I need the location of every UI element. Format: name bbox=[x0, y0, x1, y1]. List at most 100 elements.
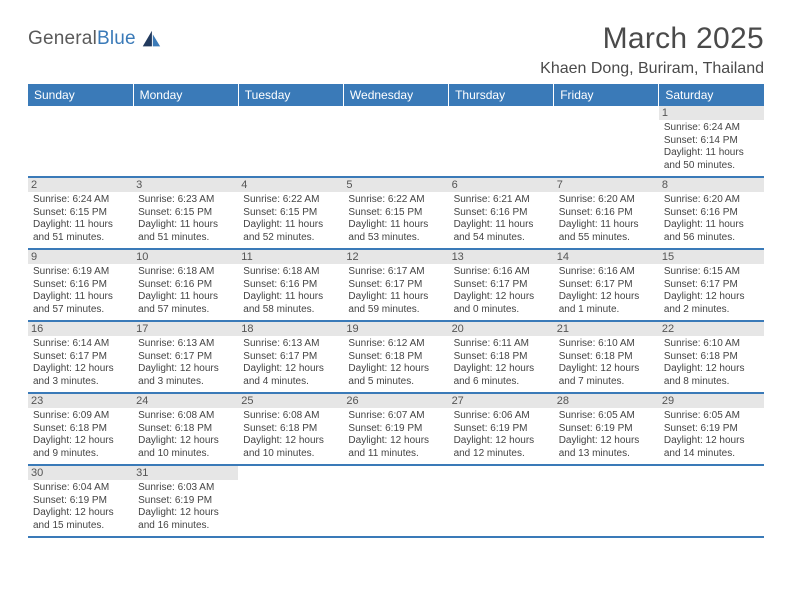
day-info-line: Daylight: 12 hours and 12 minutes. bbox=[454, 435, 549, 460]
day-cell: 13Sunrise: 6:16 AMSunset: 6:17 PMDayligh… bbox=[449, 249, 554, 321]
day-info-line: Sunrise: 6:14 AM bbox=[33, 338, 128, 351]
day-info-line: Daylight: 12 hours and 3 minutes. bbox=[138, 363, 233, 388]
day-info: Sunrise: 6:16 AMSunset: 6:17 PMDaylight:… bbox=[454, 266, 549, 316]
day-number: 17 bbox=[133, 322, 238, 336]
header: GeneralBlue March 2025 Khaen Dong, Burir… bbox=[28, 22, 764, 78]
day-number: 31 bbox=[133, 466, 238, 480]
logo-text: GeneralBlue bbox=[28, 28, 136, 50]
day-info-line: Sunrise: 6:22 AM bbox=[348, 194, 443, 207]
day-cell: 22 Sunrise: 6:10 AMSunset: 6:18 PMDayligh… bbox=[659, 321, 764, 393]
day-info-line: Daylight: 11 hours and 52 minutes. bbox=[243, 219, 338, 244]
day-number: 16 bbox=[28, 322, 133, 336]
week-row: 30 Sunrise: 6:04 AMSunset: 6:19 PMDayligh… bbox=[28, 465, 764, 537]
day-info-line: Sunset: 6:16 PM bbox=[664, 207, 759, 220]
day-number: 11 bbox=[238, 250, 343, 264]
day-number: 29 bbox=[659, 394, 764, 408]
day-cell: 10Sunrise: 6:18 AMSunset: 6:16 PMDayligh… bbox=[133, 249, 238, 321]
day-info: Sunrise: 6:22 AMSunset: 6:15 PMDaylight:… bbox=[348, 194, 443, 244]
day-info: Sunrise: 6:24 AMSunset: 6:15 PMDaylight:… bbox=[33, 194, 128, 244]
day-cell bbox=[343, 465, 448, 537]
day-info-line: Sunset: 6:17 PM bbox=[243, 351, 338, 364]
day-info-line: Daylight: 11 hours and 50 minutes. bbox=[664, 147, 759, 172]
day-number: 23 bbox=[28, 394, 133, 408]
day-number: 12 bbox=[343, 250, 448, 264]
day-cell: 20Sunrise: 6:11 AMSunset: 6:18 PMDayligh… bbox=[449, 321, 554, 393]
day-number: 4 bbox=[238, 178, 343, 192]
day-info: Sunrise: 6:05 AMSunset: 6:19 PMDaylight:… bbox=[664, 410, 759, 460]
day-info-line: Sunrise: 6:13 AM bbox=[138, 338, 233, 351]
weekday-header: Monday bbox=[133, 84, 238, 106]
day-info-line: Sunrise: 6:10 AM bbox=[664, 338, 759, 351]
day-info: Sunrise: 6:06 AMSunset: 6:19 PMDaylight:… bbox=[454, 410, 549, 460]
day-info-line: Sunrise: 6:12 AM bbox=[348, 338, 443, 351]
week-row: 16Sunrise: 6:14 AMSunset: 6:17 PMDayligh… bbox=[28, 321, 764, 393]
day-number: 24 bbox=[133, 394, 238, 408]
day-info: Sunrise: 6:18 AMSunset: 6:16 PMDaylight:… bbox=[243, 266, 338, 316]
day-cell: 21Sunrise: 6:10 AMSunset: 6:18 PMDayligh… bbox=[554, 321, 659, 393]
day-cell: 1 Sunrise: 6:24 AMSunset: 6:14 PMDaylight… bbox=[659, 106, 764, 177]
day-info: Sunrise: 6:23 AMSunset: 6:15 PMDaylight:… bbox=[138, 194, 233, 244]
day-cell: 7Sunrise: 6:20 AMSunset: 6:16 PMDaylight… bbox=[554, 177, 659, 249]
day-info-line: Sunrise: 6:20 AM bbox=[664, 194, 759, 207]
day-info-line: Sunset: 6:19 PM bbox=[454, 423, 549, 436]
day-info-line: Sunrise: 6:11 AM bbox=[454, 338, 549, 351]
day-info: Sunrise: 6:18 AMSunset: 6:16 PMDaylight:… bbox=[138, 266, 233, 316]
day-info: Sunrise: 6:24 AMSunset: 6:14 PMDaylight:… bbox=[664, 122, 759, 172]
day-info-line: Sunrise: 6:22 AM bbox=[243, 194, 338, 207]
day-cell: 8Sunrise: 6:20 AMSunset: 6:16 PMDaylight… bbox=[659, 177, 764, 249]
day-info-line: Sunrise: 6:15 AM bbox=[664, 266, 759, 279]
day-info-line: Sunset: 6:17 PM bbox=[454, 279, 549, 292]
day-info-line: Daylight: 11 hours and 59 minutes. bbox=[348, 291, 443, 316]
day-number: 5 bbox=[343, 178, 448, 192]
day-cell: 2Sunrise: 6:24 AMSunset: 6:15 PMDaylight… bbox=[28, 177, 133, 249]
day-info-line: Daylight: 12 hours and 2 minutes. bbox=[664, 291, 759, 316]
day-info-line: Sunset: 6:15 PM bbox=[243, 207, 338, 220]
weekday-header-row: Sunday Monday Tuesday Wednesday Thursday… bbox=[28, 84, 764, 106]
day-info: Sunrise: 6:10 AMSunset: 6:18 PMDaylight:… bbox=[664, 338, 759, 388]
day-info-line: Sunrise: 6:16 AM bbox=[454, 266, 549, 279]
day-info-line: Daylight: 12 hours and 0 minutes. bbox=[454, 291, 549, 316]
day-number: 1 bbox=[659, 106, 764, 120]
day-cell: 6Sunrise: 6:21 AMSunset: 6:16 PMDaylight… bbox=[449, 177, 554, 249]
day-info: Sunrise: 6:09 AMSunset: 6:18 PMDaylight:… bbox=[33, 410, 128, 460]
day-info-line: Sunset: 6:19 PM bbox=[138, 495, 233, 508]
day-cell: 30 Sunrise: 6:04 AMSunset: 6:19 PMDayligh… bbox=[28, 465, 133, 537]
day-cell: 26Sunrise: 6:07 AMSunset: 6:19 PMDayligh… bbox=[343, 393, 448, 465]
week-row: 9Sunrise: 6:19 AMSunset: 6:16 PMDaylight… bbox=[28, 249, 764, 321]
day-info: Sunrise: 6:15 AMSunset: 6:17 PMDaylight:… bbox=[664, 266, 759, 316]
weekday-header: Wednesday bbox=[343, 84, 448, 106]
day-cell bbox=[28, 106, 133, 177]
day-info-line: Daylight: 12 hours and 14 minutes. bbox=[664, 435, 759, 460]
day-info-line: Daylight: 12 hours and 7 minutes. bbox=[559, 363, 654, 388]
day-info-line: Sunrise: 6:18 AM bbox=[138, 266, 233, 279]
day-info-line: Sunrise: 6:08 AM bbox=[138, 410, 233, 423]
day-info: Sunrise: 6:14 AMSunset: 6:17 PMDaylight:… bbox=[33, 338, 128, 388]
day-info-line: Daylight: 11 hours and 58 minutes. bbox=[243, 291, 338, 316]
day-info-line: Sunrise: 6:13 AM bbox=[243, 338, 338, 351]
day-info-line: Sunset: 6:16 PM bbox=[138, 279, 233, 292]
day-info-line: Sunrise: 6:24 AM bbox=[33, 194, 128, 207]
day-info-line: Sunset: 6:18 PM bbox=[348, 351, 443, 364]
day-info-line: Sunset: 6:17 PM bbox=[348, 279, 443, 292]
day-info-line: Sunrise: 6:06 AM bbox=[454, 410, 549, 423]
day-info-line: Sunset: 6:18 PM bbox=[138, 423, 233, 436]
day-number: 25 bbox=[238, 394, 343, 408]
day-cell: 27Sunrise: 6:06 AMSunset: 6:19 PMDayligh… bbox=[449, 393, 554, 465]
day-info-line: Daylight: 12 hours and 10 minutes. bbox=[243, 435, 338, 460]
day-cell: 31Sunrise: 6:03 AMSunset: 6:19 PMDayligh… bbox=[133, 465, 238, 537]
day-cell: 18Sunrise: 6:13 AMSunset: 6:17 PMDayligh… bbox=[238, 321, 343, 393]
day-info-line: Daylight: 12 hours and 3 minutes. bbox=[33, 363, 128, 388]
day-info-line: Sunset: 6:18 PM bbox=[243, 423, 338, 436]
weekday-header: Thursday bbox=[449, 84, 554, 106]
day-cell: 14Sunrise: 6:16 AMSunset: 6:17 PMDayligh… bbox=[554, 249, 659, 321]
day-info: Sunrise: 6:17 AMSunset: 6:17 PMDaylight:… bbox=[348, 266, 443, 316]
day-info-line: Daylight: 11 hours and 57 minutes. bbox=[33, 291, 128, 316]
day-info: Sunrise: 6:04 AMSunset: 6:19 PMDaylight:… bbox=[33, 482, 128, 532]
day-cell: 24Sunrise: 6:08 AMSunset: 6:18 PMDayligh… bbox=[133, 393, 238, 465]
day-cell: 25 Sunrise: 6:08 AMSunset: 6:18 PMDayligh… bbox=[238, 393, 343, 465]
week-row: 2Sunrise: 6:24 AMSunset: 6:15 PMDaylight… bbox=[28, 177, 764, 249]
day-info-line: Daylight: 11 hours and 57 minutes. bbox=[138, 291, 233, 316]
day-number: 22 bbox=[659, 322, 764, 336]
day-info-line: Sunrise: 6:08 AM bbox=[243, 410, 338, 423]
day-number: 30 bbox=[28, 466, 133, 480]
